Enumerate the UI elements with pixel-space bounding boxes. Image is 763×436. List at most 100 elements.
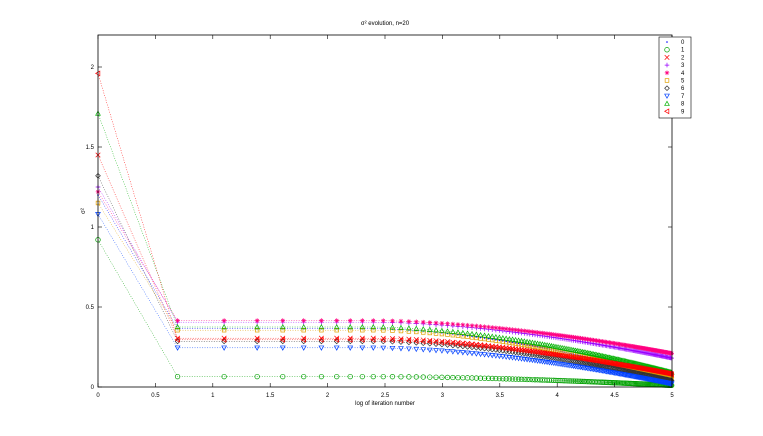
series-6-point (557, 356, 563, 362)
x-tick-label: 2 (326, 393, 330, 399)
series-7-point (503, 354, 510, 360)
series-3 (95, 184, 674, 361)
series-1-point (318, 373, 325, 380)
series-8-point (521, 338, 528, 344)
y-tick-label: 1 (91, 225, 95, 231)
series-7-point (347, 345, 354, 351)
series-7-point (449, 349, 456, 355)
series-9-point (548, 351, 554, 357)
series-8-point (477, 331, 484, 338)
series-1-point (515, 376, 522, 382)
series-8-point (433, 327, 439, 333)
series-4-point (280, 318, 286, 323)
series-8-point (254, 323, 261, 330)
series-8-point (481, 332, 488, 338)
series-8-point (279, 323, 286, 330)
series-8-point (300, 323, 307, 330)
series-1-point (512, 376, 519, 382)
series-5-point (319, 328, 324, 333)
series-1-point (565, 378, 571, 384)
series-1-point (280, 373, 286, 380)
legend-entry-7: 7 (664, 93, 685, 100)
legend-entry-0: 0 (666, 40, 685, 46)
series-9-point (550, 351, 556, 358)
series-5-point (348, 328, 353, 333)
series-7-point (420, 347, 427, 353)
series-0-point (502, 339, 504, 342)
series-4-point (516, 327, 521, 333)
series-0-point (523, 343, 526, 346)
series-4-point (254, 318, 260, 323)
series-1-point (506, 376, 513, 382)
series-1-point (359, 373, 365, 380)
series-5-point (301, 328, 306, 333)
x-tick-label: 2.5 (381, 393, 390, 399)
series-9-point (444, 340, 450, 346)
series-7-point (512, 355, 519, 362)
series-4-point (493, 325, 499, 331)
series-4-point (507, 326, 512, 332)
series-4-point (301, 318, 306, 323)
series-1 (95, 237, 675, 389)
series-0-point (498, 339, 501, 342)
series-6-point (563, 357, 569, 363)
series-7-point (496, 353, 503, 360)
series-9-point (359, 336, 365, 343)
x-tick-label: 0 (96, 393, 100, 399)
series-8-point (473, 331, 480, 337)
series-7-point (174, 345, 181, 351)
series-1-point (524, 376, 530, 383)
series-9-point (370, 336, 376, 343)
series-8-point (506, 335, 513, 342)
series-9-point (405, 337, 412, 344)
series-9-point (541, 350, 547, 357)
series-4-point (450, 321, 456, 327)
series-8-point (518, 337, 525, 344)
series-8-point (444, 328, 451, 334)
series-9-point (174, 336, 180, 343)
series-9-point (539, 349, 545, 356)
series-9-point (524, 348, 530, 354)
x-tick-label: 3 (441, 393, 445, 399)
series-1-point (576, 378, 582, 384)
series-4-point (433, 320, 439, 326)
series-9-point (459, 341, 466, 348)
series-8-point (492, 333, 499, 340)
series-1-point (420, 374, 426, 380)
series-9-point (536, 349, 543, 356)
series-8-point (439, 327, 445, 333)
series-1-point (481, 375, 488, 381)
x-axis-label: log of iteration number (355, 401, 415, 407)
series-4-point (530, 329, 535, 335)
series-8-point (512, 336, 519, 343)
series-5-point (371, 328, 376, 333)
series-1-point (503, 376, 509, 382)
series-7-point (398, 346, 404, 352)
series-8-point (398, 324, 404, 330)
legend-entry-6: 6 (664, 85, 685, 92)
series-7-point (464, 350, 471, 356)
series-4-point (420, 319, 426, 325)
series-7-point (481, 352, 488, 358)
series-0-point (520, 343, 523, 345)
series-7-point (370, 345, 377, 351)
series-5-point (390, 328, 395, 333)
legend-marker (664, 78, 670, 83)
series-5-point (398, 328, 404, 334)
series-4-point (175, 318, 180, 323)
legend-marker (664, 54, 670, 60)
series-9-point (318, 336, 324, 343)
series-4-point (535, 330, 540, 335)
series-8-point (459, 329, 466, 336)
series-9-point (529, 348, 535, 355)
axis-ticks: 0 0.5 1 1.5 2 2.5 3 3.5 4 4.5 5 0 0.5 1 1.5 2 (86, 35, 674, 399)
legend-entry-8: 8 (664, 100, 685, 108)
series-8-point (405, 325, 412, 331)
series-1-point (473, 375, 480, 381)
plot-area (94, 70, 675, 389)
series-5-point (381, 328, 386, 333)
series-8-point (529, 339, 536, 345)
series-4-point (522, 328, 527, 334)
legend-entry-9: 9 (663, 108, 685, 115)
series-7-point (254, 345, 261, 351)
